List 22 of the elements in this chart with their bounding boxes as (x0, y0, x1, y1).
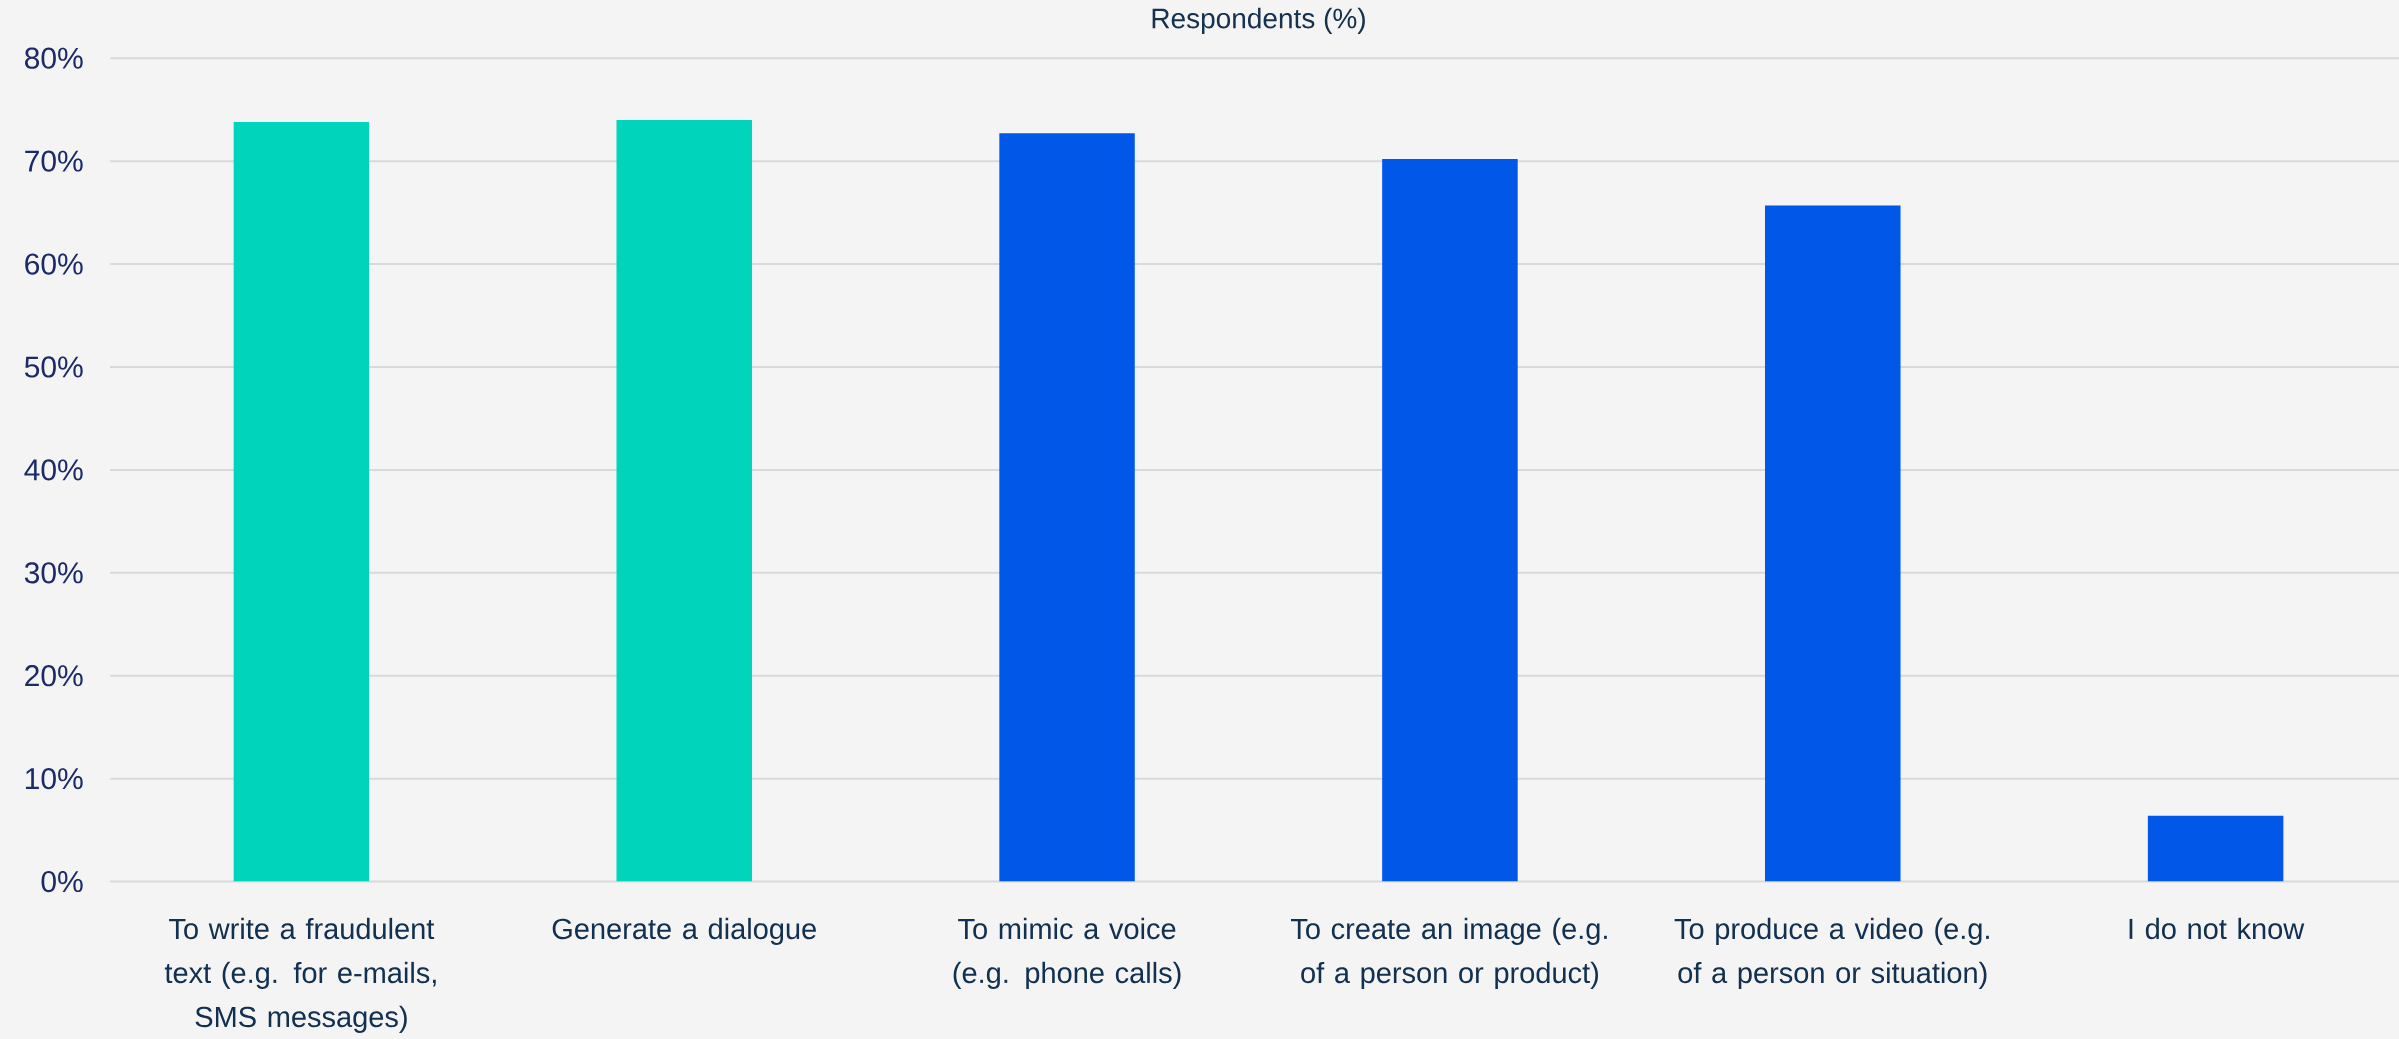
x-tick-label: Generate a dialogue (552, 917, 816, 945)
y-tick-label: 10% (25, 768, 83, 790)
y-tick-label: 40% (24, 459, 83, 481)
bar (616, 119, 753, 882)
x-tick-label: To produce a video (e.g. of a person or situation) (1674, 917, 1989, 989)
y-tick-label: 30% (24, 562, 83, 584)
y-tick-label: 60% (25, 253, 83, 275)
y-tick-label: 80% (24, 47, 83, 69)
y-tick-label: 0% (41, 870, 83, 893)
x-tick-label: To create an image (e.g. of a person or product) (1291, 917, 1607, 989)
bar (1382, 159, 1518, 882)
x-tick-label: To write a fraudulent text (e.g. for e-mails, SMS messages) (164, 917, 436, 1033)
bar (2147, 815, 2284, 882)
y-tick-label: 20% (25, 665, 83, 687)
x-tick-label: To mimic a voice (e.g. phone calls) (953, 917, 1181, 989)
bar (233, 122, 370, 882)
y-tick-label: 50% (24, 356, 83, 378)
y-tick-label: 70% (25, 150, 83, 172)
bar (999, 133, 1135, 882)
bar (1765, 205, 1901, 882)
x-tick-label: I do not know (2129, 917, 2305, 940)
chart-title: Respondents (%) (1152, 7, 1365, 34)
